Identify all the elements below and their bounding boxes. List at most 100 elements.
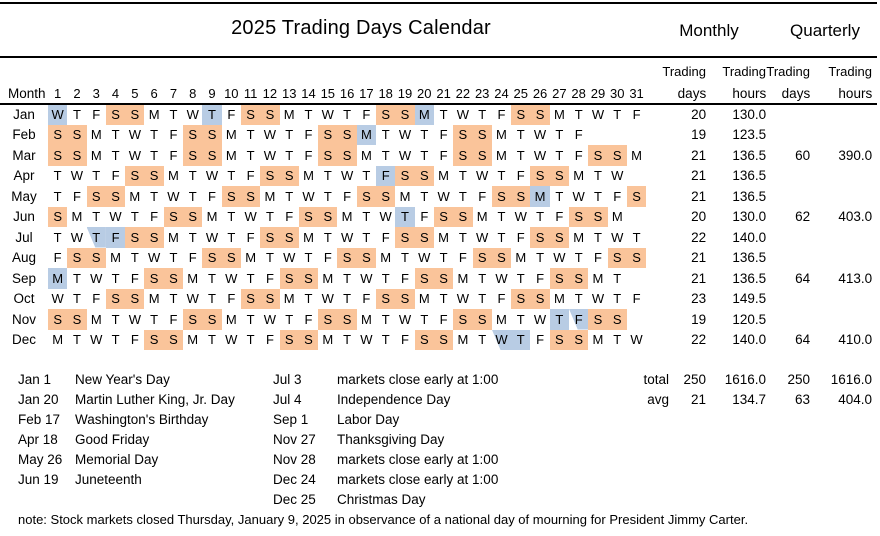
day-cell-Dec-4: T xyxy=(111,332,120,348)
day-cell-May-15: T xyxy=(323,188,332,204)
day-cell-Dec-16: T xyxy=(343,332,352,348)
day-cell-Aug-18: M xyxy=(380,250,392,266)
day-cell-May-17: S xyxy=(356,186,377,207)
day-cell-Nov-26: W xyxy=(533,311,547,327)
month-column-header: Month xyxy=(8,86,46,102)
day-cell-Dec-31: W xyxy=(630,332,643,348)
day-cell-Oct-5: S xyxy=(125,288,145,309)
day-cell-Sep-1: M xyxy=(48,268,68,289)
monthly-trading-hours-Aug: 136.5 xyxy=(732,250,767,266)
day-cell-Mar-31: M xyxy=(631,147,642,163)
day-cell-Apr-15: T xyxy=(323,168,332,184)
day-number-header: 25 xyxy=(513,86,528,102)
monthly-trading-hours-Dec: 140.0 xyxy=(732,332,767,348)
day-cell-Jul-15: T xyxy=(323,229,332,245)
day-cell-Nov-18: T xyxy=(381,311,390,327)
day-cell-Aug-5: T xyxy=(130,250,139,266)
day-cell-Jun-30: M xyxy=(611,209,623,225)
day-cell-Mar-23: S xyxy=(472,145,492,166)
monthly-trading-hours-May: 136.5 xyxy=(732,188,767,204)
day-cell-Mar-6: T xyxy=(150,147,159,163)
day-cell-Dec-20: S xyxy=(414,329,434,350)
summary-avg-value-1: 134.7 xyxy=(732,391,766,407)
day-cell-May-14: W xyxy=(302,188,315,204)
day-cell-Jun-31 xyxy=(627,207,646,228)
day-cell-Apr-18: F xyxy=(376,165,396,186)
day-number-header: 7 xyxy=(169,86,178,102)
day-cell-May-13: T xyxy=(285,188,294,204)
day-cell-Jul-22: T xyxy=(458,229,467,245)
day-cell-Dec-8: M xyxy=(187,332,199,348)
monthly-trading-days-Sep: 21 xyxy=(691,270,707,286)
day-number-header: 8 xyxy=(189,86,197,102)
day-cell-Jul-31: T xyxy=(632,229,641,245)
day-cell-Oct-23: T xyxy=(478,291,487,307)
day-cell-Jan-6: M xyxy=(148,106,160,122)
day-cell-Mar-12: W xyxy=(263,147,277,163)
holiday-name: Christmas Day xyxy=(337,491,426,507)
day-cell-Sep-21: S xyxy=(433,268,454,289)
day-cell-May-19: M xyxy=(399,188,411,204)
monthly-trading-days-header-top: Trading xyxy=(662,64,706,79)
day-cell-Jan-15: W xyxy=(321,106,334,122)
day-number-header: 13 xyxy=(281,86,297,102)
monthly-trading-hours-Jan: 130.0 xyxy=(732,106,767,122)
monthly-trading-hours-Apr: 136.5 xyxy=(732,168,767,184)
quarterly-trading-days-header-top: Trading xyxy=(766,64,810,79)
day-cell-Jun-24: T xyxy=(497,209,506,225)
day-number-header: 31 xyxy=(629,86,644,102)
day-number-header: 1 xyxy=(54,86,62,102)
holiday-row: Dec 24 markets close early at 1:00 xyxy=(273,469,498,489)
day-cell-Mar-20: T xyxy=(420,147,429,163)
day-cell-Aug-16: S xyxy=(337,247,357,268)
day-cell-Apr-11: F xyxy=(246,168,255,184)
day-cell-Jul-16: W xyxy=(340,229,354,245)
day-cell-May-11: S xyxy=(240,186,261,207)
day-cell-Aug-4: M xyxy=(110,250,121,266)
day-cell-Apr-16: W xyxy=(340,168,354,184)
day-cell-Mar-21: F xyxy=(439,147,448,163)
day-number-header: 11 xyxy=(243,86,258,102)
day-cell-Feb-22: S xyxy=(453,124,473,145)
day-cell-Mar-4: T xyxy=(111,147,120,163)
day-cell-Sep-22: M xyxy=(457,270,469,286)
day-number-header: 2 xyxy=(73,86,81,102)
quarterly-trading-days-Mar: 60 xyxy=(795,147,811,163)
month-label-Oct: Oct xyxy=(13,291,35,307)
day-cell-Jun-5: T xyxy=(130,209,139,225)
day-cell-Jul-30: W xyxy=(611,229,624,245)
day-cell-May-9: F xyxy=(208,188,216,204)
day-cell-Feb-23: S xyxy=(472,124,492,145)
day-cell-Nov-5: W xyxy=(128,311,141,327)
day-cell-Feb-3: M xyxy=(90,127,102,143)
monthly-trading-hours-header-top: Trading xyxy=(722,64,766,79)
day-cell-Jan-16: T xyxy=(343,106,352,122)
holiday-name: markets close early at 1:00 xyxy=(337,451,499,467)
day-cell-Jun-3: T xyxy=(92,209,101,225)
divider-under-column-headers xyxy=(0,103,877,105)
day-cell-Jun-9: M xyxy=(206,209,218,225)
day-cell-May-29: T xyxy=(593,188,602,204)
holiday-date: May 26 xyxy=(18,451,63,467)
day-number-header: 12 xyxy=(262,86,278,102)
day-cell-Apr-27: S xyxy=(549,165,570,186)
day-cell-Dec-26: F xyxy=(536,332,545,348)
day-cell-Jun-4: W xyxy=(109,209,122,225)
day-cell-Sep-24: W xyxy=(495,270,508,286)
day-cell-Jun-26: T xyxy=(536,209,545,225)
day-cell-Nov-16: S xyxy=(337,309,357,330)
day-cell-Jul-14: M xyxy=(303,229,314,245)
day-cell-Sep-14: S xyxy=(298,268,319,289)
day-cell-May-23: F xyxy=(478,188,487,204)
day-cell-Oct-13: M xyxy=(283,291,295,307)
month-label-Apr: Apr xyxy=(13,168,35,184)
holiday-name: Washington's Birthday xyxy=(75,411,209,427)
day-cell-Sep-10: W xyxy=(225,270,238,286)
holiday-date: Jul 3 xyxy=(273,371,302,387)
day-cell-Dec-2: T xyxy=(72,332,81,348)
day-cell-Feb-12: W xyxy=(263,127,277,143)
monthly-trading-hours-Nov: 120.5 xyxy=(732,311,767,327)
day-cell-Dec-1: M xyxy=(52,332,64,348)
holiday-row: Jun 19 Juneteenth xyxy=(18,469,235,489)
holiday-row: Apr 18 Good Friday xyxy=(18,429,235,449)
